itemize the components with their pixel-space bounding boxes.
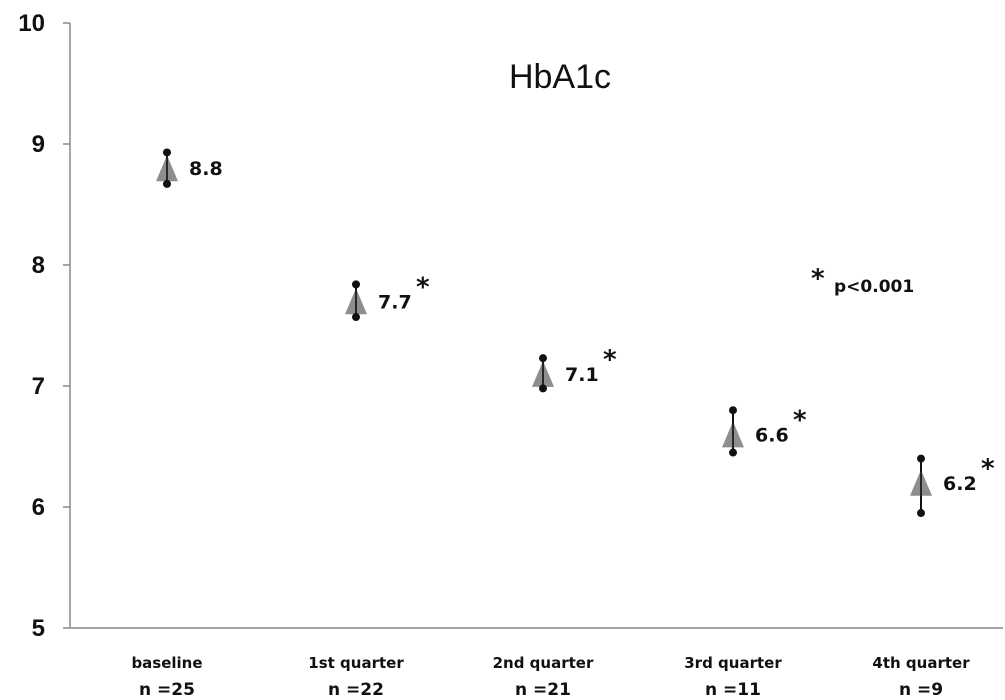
error-cap-lower	[729, 448, 737, 457]
error-cap-upper	[539, 354, 547, 363]
y-tick-label: 10	[18, 10, 45, 37]
error-cap-upper	[917, 454, 925, 463]
error-cap-upper	[163, 148, 171, 157]
y-tick-label: 5	[32, 615, 45, 642]
error-cap-lower	[917, 509, 925, 518]
data-point-group: 6.6 *	[722, 405, 807, 457]
significance-star: *	[603, 345, 617, 375]
x-axis-categories: baseline n =25 1st quarter n =22 2nd quarter…	[131, 654, 970, 700]
data-value-label: 7.7	[378, 291, 412, 313]
data-value-label: 6.2	[943, 473, 977, 495]
significance-star-legend: *	[811, 264, 825, 294]
y-tick-label: 8	[32, 252, 45, 279]
x-sample-size-label: n =22	[328, 680, 384, 700]
x-category-label: baseline	[131, 654, 202, 672]
x-sample-size-label: n =25	[139, 680, 195, 700]
x-sample-size-label: n =11	[705, 680, 761, 700]
x-sample-size-label: n =21	[515, 680, 571, 700]
x-sample-size-label: n =9	[899, 680, 943, 700]
x-category-label: 1st quarter	[308, 654, 404, 672]
chart-title: HbA1c	[509, 58, 611, 96]
significance-note: p<0.001	[834, 277, 914, 297]
data-value-label: 8.8	[189, 158, 223, 180]
data-point-group: 7.7 *	[345, 272, 430, 322]
y-axis-ticks: 5 6 7 8 9 10	[18, 10, 70, 642]
data-point-group: 6.2 *	[910, 454, 995, 518]
data-point-group: 8.8	[156, 148, 223, 188]
error-cap-upper	[352, 280, 360, 289]
significance-star: *	[793, 405, 807, 435]
data-points: 8.87.7 *7.1 *6.6 *6.2 *	[156, 148, 995, 518]
x-category-label: 2nd quarter	[493, 654, 594, 672]
x-category-label: 4th quarter	[872, 654, 970, 672]
y-tick-label: 6	[32, 494, 45, 521]
y-tick-label: 9	[32, 131, 45, 158]
significance-star: *	[981, 454, 995, 484]
error-cap-upper	[729, 406, 737, 415]
significance-star: *	[416, 272, 430, 302]
error-cap-lower	[163, 179, 171, 188]
error-cap-lower	[352, 313, 360, 322]
chart-axes	[69, 23, 1003, 629]
data-point-group: 7.1 *	[532, 345, 617, 393]
error-cap-lower	[539, 384, 547, 393]
data-value-label: 6.6	[755, 424, 789, 446]
y-tick-label: 7	[32, 373, 45, 400]
x-category-label: 3rd quarter	[684, 654, 782, 672]
data-value-label: 7.1	[565, 364, 599, 386]
